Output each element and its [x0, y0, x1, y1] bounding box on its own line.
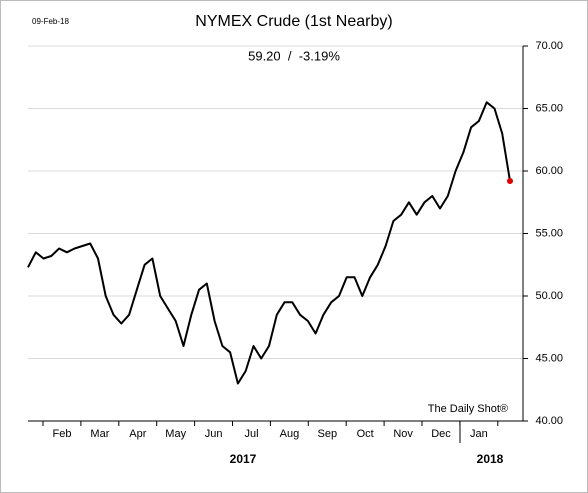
- chart-title: NYMEX Crude (1st Nearby): [195, 13, 392, 30]
- x-tick-label: Jan: [470, 428, 488, 440]
- price-line: [27, 101, 511, 385]
- x-tick-label: Jul: [244, 428, 258, 440]
- x-tick-label: May: [165, 428, 186, 440]
- x-tick-label: Nov: [393, 428, 413, 440]
- source-label: The Daily Shot®: [428, 403, 508, 415]
- x-tick-label: Oct: [357, 428, 374, 440]
- x-tick-label: Sep: [318, 428, 338, 440]
- y-tick-label: 55.00: [535, 227, 563, 239]
- y-tick-label: 45.00: [535, 352, 563, 364]
- last-point: [507, 178, 513, 184]
- date-label: 09-Feb-18: [32, 17, 69, 26]
- y-tick-label: 40.00: [535, 415, 563, 427]
- year-label: 2018: [477, 452, 504, 466]
- year-label: 2017: [230, 452, 257, 466]
- y-tick-label: 60.00: [535, 165, 563, 177]
- y-tick-label: 50.00: [535, 290, 563, 302]
- x-tick-label: Feb: [53, 428, 72, 440]
- x-tick-label: Apr: [129, 428, 146, 440]
- x-tick-label: Dec: [431, 428, 451, 440]
- chart-subtitle: 59.20 / -3.19%: [248, 48, 340, 63]
- y-tick-label: 65.00: [535, 102, 563, 114]
- y-tick-label: 70.00: [535, 40, 563, 52]
- x-tick-label: Aug: [280, 428, 300, 440]
- x-tick-label: Mar: [90, 428, 109, 440]
- x-tick-label: Jun: [205, 428, 223, 440]
